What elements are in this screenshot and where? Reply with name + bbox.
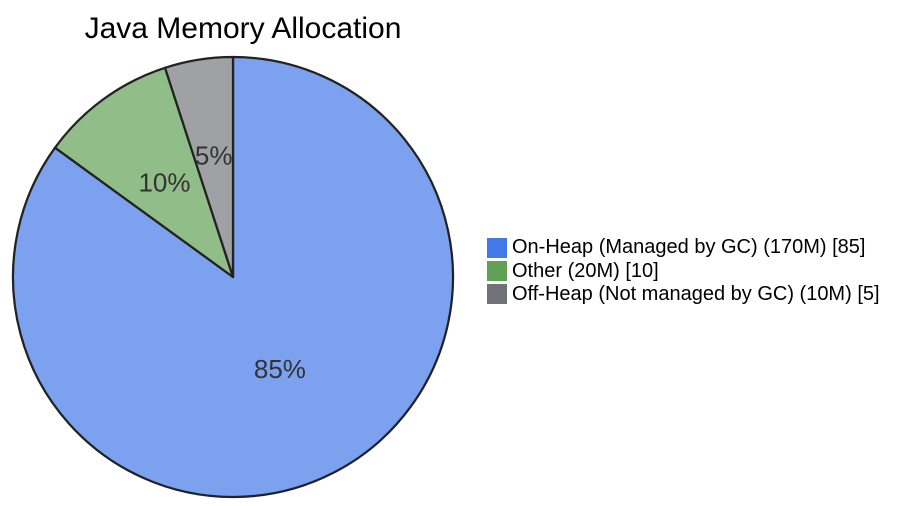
legend-label: On-Heap (Managed by GC) (170M) [85] xyxy=(512,236,866,259)
legend-swatch xyxy=(487,284,507,305)
legend-label: Other (20M) [10] xyxy=(512,259,659,282)
chart-legend: On-Heap (Managed by GC) (170M) [85] Other… xyxy=(487,236,880,306)
pie-slice-1 xyxy=(53,66,235,279)
pie-slice-label-0: 85% xyxy=(254,354,306,384)
pie-slice-2 xyxy=(163,55,235,279)
legend-item-0: On-Heap (Managed by GC) (170M) [85] xyxy=(487,236,880,259)
chart-title: Java Memory Allocation xyxy=(84,12,402,45)
legend-label: Off-Heap (Not managed by GC) (10M) [5] xyxy=(512,282,880,305)
pie-slice-label-1: 10% xyxy=(138,168,190,198)
legend-item-2: Off-Heap (Not managed by GC) (10M) [5] xyxy=(487,283,880,306)
legend-swatch xyxy=(487,237,507,258)
legend-item-1: Other (20M) [10] xyxy=(487,259,880,282)
pie-slice-label-2: 5% xyxy=(195,140,233,170)
legend-swatch xyxy=(487,261,507,282)
